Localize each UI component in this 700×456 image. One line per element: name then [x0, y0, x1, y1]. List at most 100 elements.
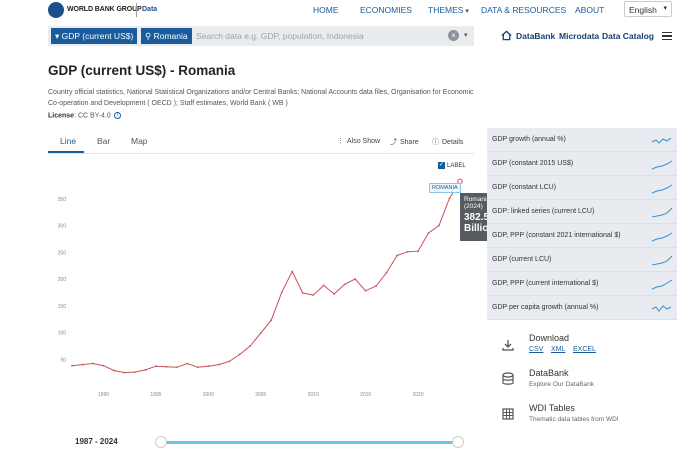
data-point[interactable]	[71, 364, 73, 367]
chevron-down-icon[interactable]: ▾	[464, 32, 468, 39]
nav-data-resources[interactable]: DATA & RESOURCES	[481, 5, 567, 15]
also-show-button[interactable]: ⋮ Also Show	[337, 137, 380, 145]
data-point[interactable]	[186, 362, 189, 365]
data-point[interactable]	[343, 283, 346, 286]
data-point[interactable]	[406, 250, 409, 253]
tab-bar[interactable]: Bar	[97, 136, 111, 146]
related-indicator-item[interactable]: GDP (current LCU)	[487, 248, 677, 272]
data-point[interactable]	[270, 319, 273, 322]
databank-title[interactable]: DataBank	[529, 368, 569, 378]
download-csv-link[interactable]: CSV	[529, 346, 544, 353]
nav-about[interactable]: ABOUT	[575, 5, 605, 15]
data-point[interactable]	[417, 250, 419, 253]
tab-line[interactable]: Line	[60, 136, 77, 146]
series-line[interactable]	[71, 181, 461, 374]
year-range-slider[interactable]	[162, 441, 458, 444]
data-point[interactable]	[123, 371, 126, 374]
data-point[interactable]	[217, 363, 220, 366]
download-title: Download	[529, 333, 570, 343]
label-toggle[interactable]: ✓ LABEL	[438, 162, 466, 169]
data-point[interactable]	[385, 271, 388, 274]
download-xml-link[interactable]: XML	[551, 346, 566, 353]
data-point[interactable]	[196, 366, 199, 369]
nav-home[interactable]: HOME	[313, 5, 339, 15]
more-vertical-icon: ⋮	[337, 138, 344, 145]
data-point[interactable]	[154, 365, 157, 368]
slider-handle-end[interactable]	[452, 436, 464, 448]
indicator-pill[interactable]: ▾ GDP (current US$)	[51, 28, 138, 44]
country-pill[interactable]: ⚲ Romania	[141, 28, 192, 44]
nav-economies[interactable]: ECONOMIES	[360, 5, 412, 15]
clear-icon[interactable]: ×	[448, 30, 459, 41]
download-icon[interactable]	[501, 338, 515, 352]
x-tick-label: 1990	[98, 392, 109, 398]
data-point[interactable]	[92, 362, 94, 365]
nav-themes-label: THEMES	[428, 5, 464, 15]
related-indicator-item[interactable]: GDP, PPP (current international $)	[487, 272, 677, 296]
data-point[interactable]	[249, 344, 252, 347]
sparkline-icon	[651, 137, 672, 144]
data-point[interactable]	[102, 364, 105, 367]
data-point[interactable]	[228, 360, 231, 363]
related-indicator-label: GDP per capita growth (annual %)	[492, 304, 599, 311]
data-point[interactable]	[354, 278, 357, 280]
logo-text[interactable]: WORLD BANK GROUP	[67, 6, 142, 13]
related-indicator-label: GDP, PPP (constant 2021 international $)	[492, 232, 621, 239]
nav-themes[interactable]: THEMES ▾	[428, 5, 469, 15]
data-point[interactable]	[207, 365, 210, 368]
tooltip-year: (2024)	[464, 203, 483, 210]
related-indicator-label: GDP, PPP (current international $)	[492, 280, 599, 287]
microdata-link[interactable]: Microdata	[559, 31, 600, 41]
data-point[interactable]	[238, 353, 241, 356]
data-point[interactable]	[113, 369, 115, 372]
data-point[interactable]	[375, 285, 378, 287]
language-select[interactable]: English ▾	[624, 1, 672, 17]
gdp-line-chart: 50 100 150 200 250 300 350 1990 1995 2000 2005 2010…	[58, 178, 463, 398]
data-point[interactable]	[81, 363, 84, 366]
logo-data-label[interactable]: Data	[142, 6, 158, 13]
data-point[interactable]	[144, 369, 147, 371]
details-button[interactable]: ⓘ Details	[432, 137, 463, 147]
home-icon[interactable]	[501, 30, 512, 41]
data-catalog-link[interactable]: Data Catalog	[602, 31, 654, 41]
data-point[interactable]	[438, 224, 440, 227]
database-icon[interactable]	[501, 372, 515, 386]
world-bank-logo-icon[interactable]	[48, 2, 64, 18]
data-point[interactable]	[364, 289, 367, 292]
data-point[interactable]	[312, 294, 315, 296]
related-indicator-item[interactable]: GDP per capita growth (annual %)	[487, 296, 677, 320]
wdi-tables-title[interactable]: WDI Tables	[529, 403, 575, 413]
y-tick-label: 350	[58, 197, 67, 203]
data-point[interactable]	[175, 366, 178, 369]
download-excel-link[interactable]: EXCEL	[573, 346, 596, 353]
slider-handle-start[interactable]	[155, 436, 167, 448]
info-icon[interactable]: i	[113, 112, 121, 119]
x-tick-label: 2000	[203, 392, 214, 398]
table-icon[interactable]	[501, 407, 515, 421]
share-button[interactable]: ⤴ Share	[390, 137, 419, 147]
data-point[interactable]	[291, 270, 294, 273]
data-point[interactable]	[396, 254, 398, 257]
related-indicator-item[interactable]: GDP (constant LCU)	[487, 176, 677, 200]
related-indicator-item[interactable]: GDP (constant 2015 US$)	[487, 152, 677, 176]
data-point[interactable]	[448, 197, 451, 200]
sparkline-icon	[651, 160, 673, 170]
data-point[interactable]	[322, 284, 325, 287]
data-point[interactable]	[259, 332, 262, 334]
data-point[interactable]	[427, 232, 430, 234]
data-point[interactable]	[165, 365, 168, 368]
sparkline-icon	[651, 305, 672, 312]
range-start: 1987	[75, 437, 93, 446]
data-point[interactable]	[333, 293, 336, 295]
related-indicator-item[interactable]: GDP, PPP (constant 2021 international $)	[487, 224, 677, 248]
data-point[interactable]	[301, 292, 304, 294]
data-point[interactable]	[134, 371, 136, 373]
related-indicator-item[interactable]: GDP: linked series (current LCU)	[487, 200, 677, 224]
y-tick-label: 150	[58, 304, 67, 310]
menu-icon[interactable]	[662, 32, 672, 42]
tab-map[interactable]: Map	[131, 136, 148, 146]
databank-link[interactable]: DataBank	[516, 31, 556, 41]
search-input[interactable]: Search data e.g. GDP, population, Indone…	[196, 31, 364, 41]
related-indicator-item[interactable]: GDP growth (annual %)	[487, 128, 677, 152]
data-point[interactable]	[280, 291, 283, 294]
